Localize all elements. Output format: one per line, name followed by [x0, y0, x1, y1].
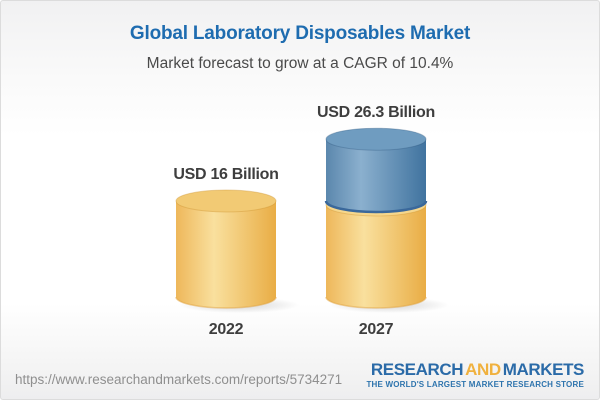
chart-subtitle: Market forecast to grow at a CAGR of 10.… — [146, 55, 454, 72]
cylinder-body-base — [326, 205, 426, 308]
cylinder-body-base — [176, 201, 276, 308]
cylinder-growth-rim — [324, 200, 428, 214]
cylinder-body-growth — [326, 139, 426, 212]
logo-wordmark: RESEARCH AND MARKETS — [366, 359, 585, 380]
logo-word-markets: MARKETS — [502, 359, 585, 379]
report-url[interactable]: https://www.researchandmarkets.com/repor… — [15, 372, 343, 387]
cylinder-shadow — [179, 297, 299, 313]
research-and-markets-logo: RESEARCH AND MARKETS THE WORLD'S LARGEST M… — [366, 359, 585, 390]
logo-word-research: RESEARCH — [370, 359, 464, 379]
chart-bars: USD 16 Billion 2022 USD 26.3 Billion 2027 — [173, 104, 449, 338]
cylinder-bottom-edge — [325, 296, 427, 309]
category-label-2022: 2022 — [209, 321, 244, 338]
value-label-2022: USD 16 Billion — [173, 166, 278, 183]
cylinder-base-rim — [325, 193, 427, 217]
category-label-2027: 2027 — [359, 321, 394, 338]
chart-header: Global Laboratory Disposables Market Mar… — [1, 23, 599, 73]
bar-2022: USD 16 Billion 2022 — [173, 166, 299, 338]
cylinder-top-base — [175, 189, 277, 213]
logo-tagline: THE WORLD'S LARGEST MARKET RESEARCH STOR… — [366, 380, 584, 390]
cylinder-bottom-edge — [175, 296, 277, 309]
cylinder-top-growth — [325, 127, 427, 151]
chart-title: Global Laboratory Disposables Market — [129, 23, 471, 44]
cylinder-shadow — [329, 297, 449, 313]
value-label-2027: USD 26.3 Billion — [317, 104, 435, 121]
logo-word-and: AND — [465, 359, 501, 379]
bar-2027: USD 26.3 Billion 2027 — [317, 104, 449, 338]
